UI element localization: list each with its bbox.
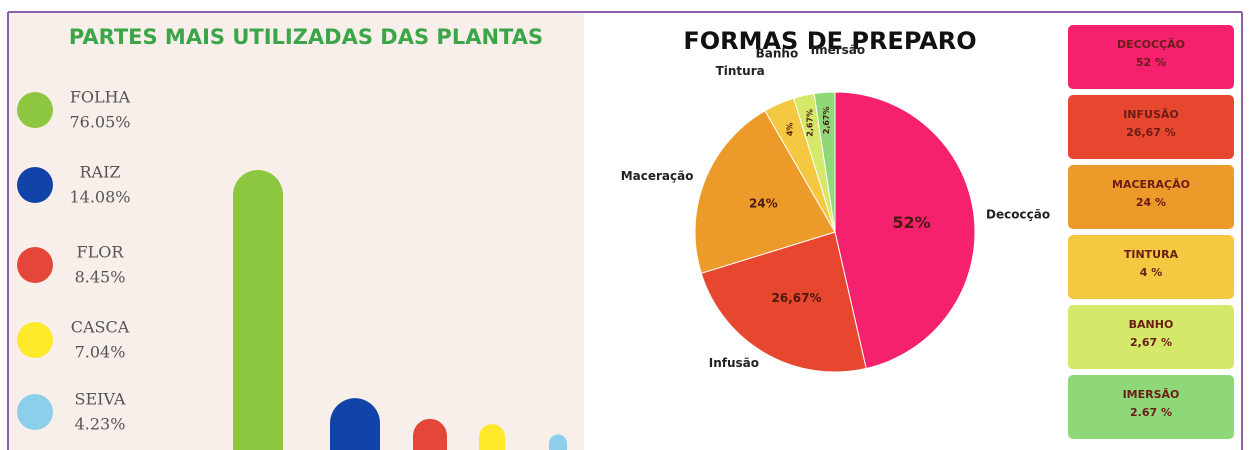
- legend-label: FOLHA: [70, 88, 131, 107]
- legend-marker: [17, 322, 53, 358]
- legend-label: DECOCÇÃO: [1117, 38, 1185, 51]
- slice-label: Imersão: [811, 43, 866, 57]
- legend-value-label: 52 %: [1136, 56, 1166, 69]
- chart-title: PARTES MAIS UTILIZADAS DAS PLANTAS: [69, 25, 543, 49]
- legend-label: IMERSÃO: [1123, 388, 1180, 401]
- legend-marker: [17, 394, 53, 430]
- value-label: 52%: [892, 213, 930, 232]
- legend-label: FLOR: [77, 243, 125, 262]
- slice-label: Infusão: [709, 356, 759, 370]
- legend-value-label: 4 %: [1140, 266, 1163, 279]
- legend-label: MACERAÇÃO: [1112, 178, 1190, 191]
- legend-marker: [17, 167, 53, 203]
- legend-value-label: 26,67 %: [1126, 126, 1176, 139]
- slice-label: Banho: [756, 47, 799, 61]
- slice-label: Tintura: [716, 64, 765, 78]
- value-label: 14.08%: [69, 188, 130, 207]
- legend-marker: [17, 247, 53, 283]
- legend-value-label: 2.67 %: [1130, 406, 1172, 419]
- value-label: 26,67%: [772, 291, 822, 305]
- legend-label: CASCA: [71, 318, 130, 337]
- bar: [330, 398, 380, 450]
- value-label: 7.04%: [75, 343, 126, 362]
- legend-value-label: 2,67 %: [1130, 336, 1172, 349]
- value-label: 24%: [749, 196, 778, 210]
- legend-value-label: 24 %: [1136, 196, 1166, 209]
- legend-label: RAIZ: [79, 163, 120, 182]
- left-panel: [8, 12, 584, 450]
- value-label: 4.23%: [75, 415, 126, 434]
- value-label: 2,67%: [822, 106, 831, 134]
- legend-label: TINTURA: [1124, 248, 1179, 261]
- value-label: 4%: [786, 123, 795, 137]
- slice-label: Decocção: [986, 207, 1050, 221]
- legend-marker: [17, 92, 53, 128]
- value-label: 2,67%: [806, 109, 815, 137]
- legend-label: BANHO: [1129, 318, 1174, 331]
- slice-label: Maceração: [621, 169, 694, 183]
- legend-label: SEIVA: [75, 390, 126, 409]
- bar: [233, 170, 283, 450]
- page: PARTES MAIS UTILIZADAS DAS PLANTAS FORMA…: [0, 0, 1250, 450]
- legend-label: INFUSÃO: [1123, 108, 1179, 121]
- value-label: 76.05%: [69, 113, 130, 132]
- bar: [479, 424, 505, 450]
- value-label: 8.45%: [75, 268, 126, 287]
